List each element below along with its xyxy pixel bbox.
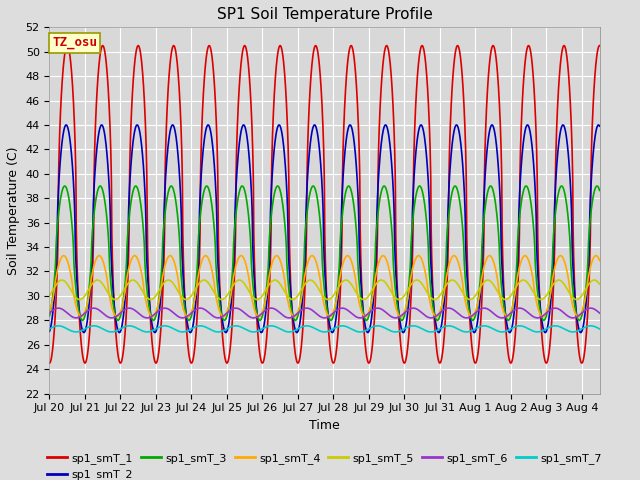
sp1_smT_6: [280, 313, 288, 319]
sp1_smT_1: [141, 108, 148, 114]
sp1_smT_4: [280, 276, 288, 281]
sp1_smT_7: [109, 329, 116, 335]
sp1_smT_2: [470, 330, 478, 336]
sp1_smT_3: [526, 193, 534, 199]
Line: sp1_smT_3: sp1_smT_3: [49, 186, 600, 320]
sp1_smT_4: [109, 306, 116, 312]
sp1_smT_4: [526, 262, 534, 267]
sp1_smT_2: [109, 277, 116, 283]
sp1_smT_5: [257, 295, 264, 300]
sp1_smT_7: [257, 327, 264, 333]
sp1_smT_6: [90, 305, 98, 311]
sp1_smT_1: [108, 249, 116, 254]
sp1_smT_4: [141, 294, 149, 300]
sp1_smT_6: [285, 315, 293, 321]
X-axis label: Time: Time: [309, 419, 340, 432]
sp1_smT_3: [109, 295, 116, 301]
sp1_smT_1: [280, 66, 288, 72]
sp1_smT_5: [108, 295, 116, 301]
Line: sp1_smT_4: sp1_smT_4: [49, 256, 600, 317]
sp1_smT_2: [62, 122, 70, 128]
sp1_smT_7: [526, 327, 534, 333]
sp1_smT_2: [257, 329, 264, 335]
sp1_smT_4: [45, 309, 53, 315]
Y-axis label: Soil Temperature (C): Soil Temperature (C): [7, 146, 20, 275]
sp1_smT_4: [257, 312, 264, 318]
sp1_smT_7: [596, 326, 604, 332]
Text: TZ_osu: TZ_osu: [52, 36, 97, 49]
sp1_smT_6: [596, 310, 604, 316]
Legend: sp1_smT_1, sp1_smT_2, sp1_smT_3, sp1_smT_4, sp1_smT_5, sp1_smT_6, sp1_smT_7: sp1_smT_1, sp1_smT_2, sp1_smT_3, sp1_smT…: [43, 449, 606, 480]
sp1_smT_5: [585, 281, 593, 287]
sp1_smT_2: [45, 328, 53, 334]
sp1_smT_7: [90, 323, 98, 329]
sp1_smT_2: [585, 250, 593, 255]
sp1_smT_6: [141, 315, 149, 321]
sp1_smT_4: [362, 314, 369, 320]
sp1_smT_3: [141, 263, 149, 268]
sp1_smT_2: [596, 123, 604, 129]
sp1_smT_6: [585, 305, 593, 311]
sp1_smT_6: [257, 312, 264, 317]
sp1_smT_2: [280, 152, 288, 157]
sp1_smT_6: [109, 315, 116, 321]
sp1_smT_5: [141, 292, 149, 298]
sp1_smT_3: [257, 317, 264, 323]
sp1_smT_1: [45, 360, 53, 366]
sp1_smT_7: [45, 326, 53, 332]
Title: SP1 Soil Temperature Profile: SP1 Soil Temperature Profile: [216, 7, 433, 22]
sp1_smT_3: [596, 188, 604, 193]
sp1_smT_6: [526, 311, 534, 317]
sp1_smT_5: [45, 293, 53, 299]
sp1_smT_2: [526, 128, 534, 133]
Line: sp1_smT_2: sp1_smT_2: [49, 125, 600, 333]
sp1_smT_7: [585, 323, 593, 329]
sp1_smT_1: [585, 289, 593, 295]
sp1_smT_1: [525, 44, 533, 49]
sp1_smT_7: [280, 328, 288, 334]
sp1_smT_4: [585, 270, 593, 276]
sp1_smT_7: [285, 329, 293, 335]
sp1_smT_5: [526, 283, 534, 289]
sp1_smT_2: [141, 191, 149, 197]
sp1_smT_3: [487, 183, 495, 189]
sp1_smT_1: [596, 43, 604, 48]
sp1_smT_5: [111, 297, 119, 302]
sp1_smT_4: [95, 253, 103, 259]
sp1_smT_6: [45, 310, 53, 316]
Line: sp1_smT_6: sp1_smT_6: [49, 308, 600, 318]
sp1_smT_1: [257, 355, 264, 360]
Line: sp1_smT_5: sp1_smT_5: [49, 280, 600, 300]
sp1_smT_3: [280, 216, 288, 222]
sp1_smT_7: [141, 329, 149, 335]
Line: sp1_smT_1: sp1_smT_1: [49, 46, 600, 363]
Line: sp1_smT_7: sp1_smT_7: [49, 326, 600, 332]
sp1_smT_3: [79, 317, 86, 323]
sp1_smT_5: [280, 288, 288, 294]
sp1_smT_3: [585, 231, 593, 237]
sp1_smT_5: [596, 281, 604, 287]
sp1_smT_5: [520, 277, 527, 283]
sp1_smT_3: [45, 313, 53, 319]
sp1_smT_4: [596, 257, 604, 263]
